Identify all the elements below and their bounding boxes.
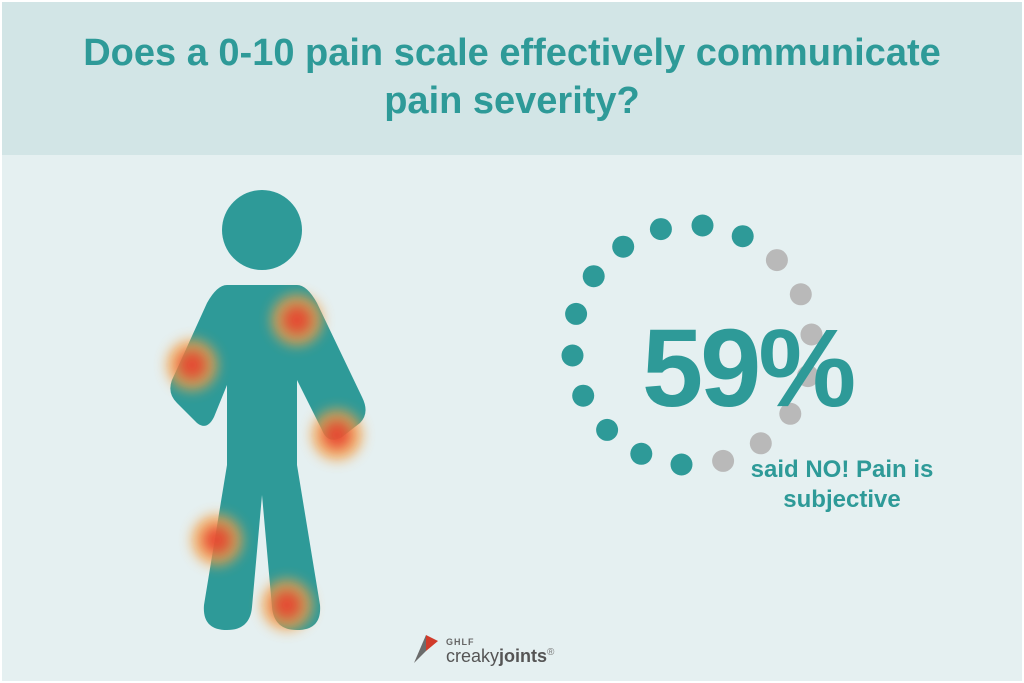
infographic-container: Does a 0-10 pain scale effectively commu… bbox=[0, 0, 1024, 683]
main-area: 59% said NO! Pain is subjective GHLF cre… bbox=[2, 155, 1022, 681]
brand-logo: GHLF creakyjoints® bbox=[412, 633, 554, 669]
logo-icon bbox=[412, 633, 440, 669]
header-band: Does a 0-10 pain scale effectively commu… bbox=[2, 2, 1022, 155]
human-figure bbox=[122, 175, 402, 650]
result-subtext: said NO! Pain is subjective bbox=[722, 455, 962, 515]
logo-line2: creakyjoints® bbox=[446, 647, 554, 665]
percent-value: 59% bbox=[642, 305, 853, 432]
page-title: Does a 0-10 pain scale effectively commu… bbox=[42, 30, 982, 125]
logo-text: GHLF creakyjoints® bbox=[446, 638, 554, 665]
